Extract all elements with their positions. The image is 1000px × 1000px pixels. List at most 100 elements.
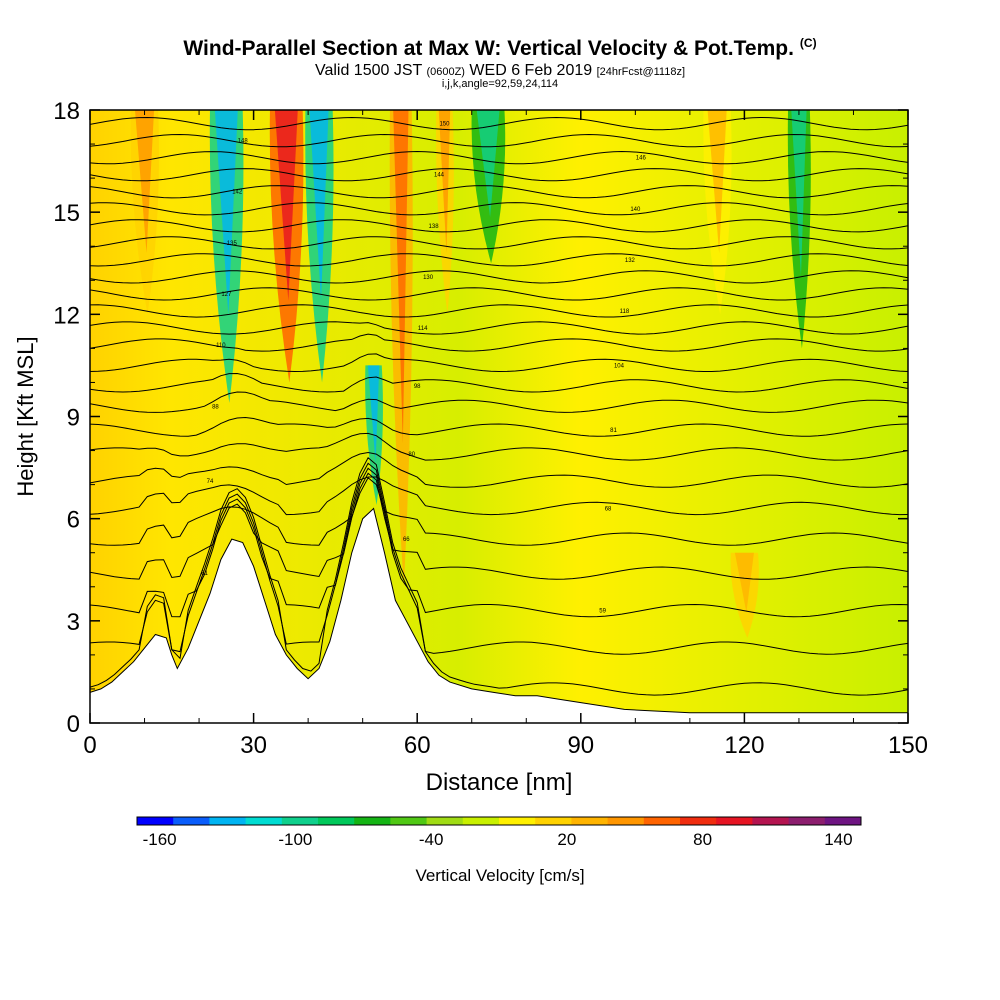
theta-contour-line xyxy=(90,416,908,437)
colorbar-swatch xyxy=(788,817,826,825)
grid-info: i,j,k,angle=92,59,24,114 xyxy=(441,78,559,90)
velocity-plume-core xyxy=(438,110,451,254)
colorbar: -160 -100 -40 20 80 140 Vertical Velocity [cm/… xyxy=(136,816,862,885)
colorbar-tick-label: -160 xyxy=(143,830,177,849)
theta-contour-label: 98 xyxy=(414,384,421,390)
velocity-plume xyxy=(730,552,759,638)
theta-contour-label: 66 xyxy=(403,537,410,543)
velocity-plume-core xyxy=(309,110,329,301)
velocity-plume xyxy=(209,110,244,403)
theta-contour-line xyxy=(90,150,908,165)
colorbar-tick-label: 20 xyxy=(557,830,576,849)
colorbar-frame xyxy=(136,816,862,826)
colorbar-swatch xyxy=(607,817,645,825)
colorbar-swatch xyxy=(535,817,572,825)
velocity-plume-core xyxy=(214,110,238,316)
theta-contour-line xyxy=(90,133,908,148)
y-tick-label: 15 xyxy=(53,200,80,227)
theta-contour-line xyxy=(90,236,908,250)
theta-contour-line xyxy=(90,467,908,618)
theta-contour-label: 140 xyxy=(630,207,641,213)
theta-contour-line xyxy=(90,432,908,461)
y-tick-label: 9 xyxy=(67,405,80,432)
theta-contour-label: 142 xyxy=(232,190,243,196)
x-tick-label: 120 xyxy=(724,732,764,759)
theta-contour-label: 130 xyxy=(423,275,434,281)
colorbar-swatch xyxy=(462,817,500,825)
theta-contour-label: 118 xyxy=(620,309,630,315)
colorbar-swatch xyxy=(716,817,753,825)
theta-contour-line xyxy=(90,253,908,267)
theta-contour-line xyxy=(90,333,908,352)
y-tick-label: 0 xyxy=(67,711,80,738)
y-tick-label: 12 xyxy=(53,302,80,329)
y-tick-label: 3 xyxy=(67,609,80,636)
velocity-plume-core xyxy=(367,365,380,464)
plot-clip-group: 59 61 66 68 74 80 81 88 98 104 110 114 118 127 130 132 1… xyxy=(90,110,908,723)
colorbar-swatch xyxy=(643,817,681,825)
theta-contour-label: 88 xyxy=(212,404,219,410)
forecast-info: [24hrFcst@1118z] xyxy=(596,66,686,78)
theta-contour-line xyxy=(90,270,908,284)
x-tick-label: 30 xyxy=(240,732,267,759)
theta-contour-line xyxy=(90,116,908,131)
theta-contour-label: 110 xyxy=(216,343,226,349)
colorbar-swatch xyxy=(824,817,862,825)
colorbar-swatch xyxy=(354,817,391,825)
valid-utc: (0600Z) xyxy=(426,66,465,78)
theta-contour-label: 61 xyxy=(201,571,208,577)
velocity-plume xyxy=(471,110,506,264)
theta-contour-label: 144 xyxy=(434,173,445,179)
theta-contour-line xyxy=(90,219,908,233)
valid-time-line: Valid 1500 JST (0600Z) WED 6 Feb 2019 [2… xyxy=(0,62,1000,80)
theta-contour-label: 114 xyxy=(418,326,428,332)
x-tick-label: 0 xyxy=(83,732,96,759)
velocity-plume-core xyxy=(476,110,500,218)
theta-contour-line xyxy=(90,185,908,199)
velocity-plume-core xyxy=(274,110,298,301)
colorbar-swatch xyxy=(571,817,609,825)
colorbar-swatch xyxy=(499,817,536,825)
theta-contour-line xyxy=(90,202,908,216)
velocity-plume-core xyxy=(393,110,409,444)
valid-prefix: Valid 1500 JST xyxy=(314,62,422,79)
theta-contour-line xyxy=(90,462,908,655)
theta-contour-line xyxy=(90,477,908,546)
theta-contour-label: 104 xyxy=(614,363,625,369)
colorbar-tick-label: 80 xyxy=(693,830,712,849)
theta-contour-label: 59 xyxy=(599,609,606,615)
x-tick-label: 150 xyxy=(888,732,928,759)
y-tick-label: 18 xyxy=(53,98,80,125)
theta-contour-line xyxy=(90,287,908,301)
theta-contour-line xyxy=(90,304,908,318)
colorbar-swatch xyxy=(209,817,247,825)
theta-contour-label: 150 xyxy=(439,122,450,128)
colorbar-swatch xyxy=(137,817,174,825)
velocity-plume-core xyxy=(134,110,155,254)
y-axis-label: Height [Kft MSL] xyxy=(13,336,38,496)
y-tick-label: 6 xyxy=(67,507,80,534)
theta-contours: 59 61 66 68 74 80 81 88 98 104 110 114 118 127 130 132 1… xyxy=(90,116,908,696)
theta-contour-label: 74 xyxy=(207,479,214,485)
theta-contour-label: 68 xyxy=(605,506,612,512)
velocity-plume xyxy=(389,110,413,587)
x-tick-label: 60 xyxy=(404,732,431,759)
colorbar-swatch xyxy=(245,817,283,825)
plot-area: 59 61 66 68 74 80 81 88 98 104 110 114 118 127 130 132 1… xyxy=(90,110,908,723)
colorbar-swatch xyxy=(752,817,790,825)
colorbar-swatch xyxy=(281,817,319,825)
theta-contour-line xyxy=(90,476,908,516)
axes: 0 30 60 90 120 150 0 3 6 9 12 15 18 Distance [nm] Heig… xyxy=(13,98,928,796)
theta-contour-line xyxy=(90,457,908,696)
theta-contour-line xyxy=(90,168,908,182)
theta-contour-label: 135 xyxy=(227,241,238,247)
colorbar-tick-label: -100 xyxy=(278,830,312,849)
colorbar-label: Vertical Velocity [cm/s] xyxy=(415,866,584,885)
colorbar-swatch xyxy=(318,817,355,825)
theta-contour-line xyxy=(90,321,908,335)
theta-contour-label: 132 xyxy=(625,258,636,264)
valid-date: WED 6 Feb 2019 xyxy=(469,62,593,79)
x-tick-label: 90 xyxy=(567,732,594,759)
colorbar-swatch xyxy=(680,817,717,825)
